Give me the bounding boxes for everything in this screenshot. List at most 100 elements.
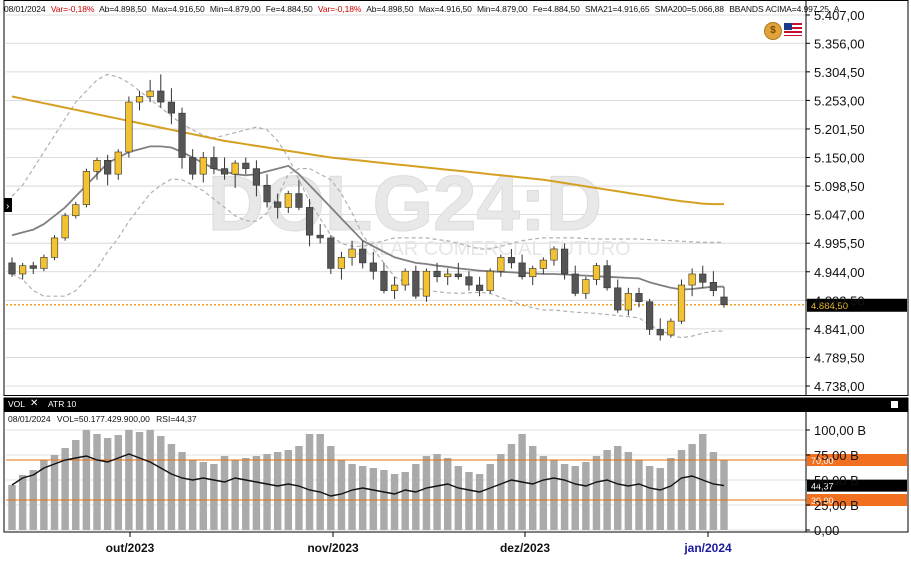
volume-bar xyxy=(582,462,590,530)
volume-bar xyxy=(72,440,80,530)
volume-bar xyxy=(688,444,696,530)
candle-body xyxy=(295,193,303,208)
candle-body xyxy=(359,248,367,264)
candle-body xyxy=(422,270,431,297)
volume-bar xyxy=(167,444,176,530)
us-flag-icon[interactable] xyxy=(784,23,802,36)
tab-atr[interactable]: ATR 10 xyxy=(48,399,77,409)
volume-tick-label: 0,00 xyxy=(814,523,839,538)
lower-panel-border xyxy=(3,397,909,533)
volume-bar xyxy=(358,466,367,530)
volume-bar xyxy=(560,464,569,530)
candle-body xyxy=(465,276,473,286)
candles[interactable] xyxy=(8,74,728,341)
left-expand-icon: › xyxy=(6,201,9,212)
volume-bar xyxy=(220,456,229,530)
volume-bar xyxy=(8,485,16,530)
price-tick-label: 4.995,50 xyxy=(814,236,865,251)
indicator-tab-bar: VOL ✕ ATR 10 xyxy=(4,398,908,412)
price-chart[interactable]: DOLG24:D DOLAR COMERCIAL FUTURO 4.884,50… xyxy=(0,0,911,396)
info-max: Max=4.916,50 xyxy=(151,4,205,14)
volume-bar xyxy=(656,468,664,530)
candle-body xyxy=(720,296,728,306)
volume-bar xyxy=(677,450,686,530)
volume-bar xyxy=(103,438,112,530)
volume-bar xyxy=(720,460,728,530)
time-label: jan/2024 xyxy=(683,541,732,555)
volume-bar xyxy=(125,430,133,530)
volume-bar xyxy=(188,460,197,530)
volume-bar xyxy=(412,464,420,530)
info-sma21: SMA21=4.916,65 xyxy=(584,4,650,14)
candle-body xyxy=(157,90,165,103)
volume-bar xyxy=(114,435,122,530)
volume-bar xyxy=(199,462,208,530)
last-price-box xyxy=(807,298,907,312)
bbands-upper xyxy=(11,73,724,250)
volume-bar xyxy=(284,450,293,530)
volume-bar xyxy=(337,460,346,530)
rsi-lower-label-box xyxy=(807,494,907,506)
candle-body xyxy=(284,193,292,208)
candle-body xyxy=(337,257,346,269)
left-expand-handle[interactable] xyxy=(4,198,12,212)
close-vol-tab-icon[interactable]: ✕ xyxy=(30,398,39,409)
price-tick-label: 5.253,00 xyxy=(814,93,865,108)
time-axis-labels: out/2023 nov/2023 dez/2023 jan/2024 xyxy=(106,532,732,555)
tab-vol[interactable]: VOL xyxy=(8,399,26,409)
volume-tick-label: 50,00 B xyxy=(814,473,859,488)
lower-info-date: 08/01/2024 xyxy=(8,414,51,424)
info-max-2: Max=4.916,50 xyxy=(418,4,472,14)
candle-body xyxy=(390,284,399,291)
candle-body xyxy=(646,301,654,330)
candle-body xyxy=(305,207,314,236)
volume-bar xyxy=(178,452,186,530)
candle-body xyxy=(635,293,643,303)
rsi-value-label: 44,37 xyxy=(811,482,834,492)
candle-body xyxy=(72,204,80,217)
info-bbands-tail: A xyxy=(833,4,840,14)
last-price-line: 4.884,50 xyxy=(6,298,907,312)
volume-bar xyxy=(316,434,324,530)
volume-bar xyxy=(645,466,654,530)
volume-bar xyxy=(40,460,48,530)
candle-body xyxy=(507,257,516,264)
price-axis: 5.407,00 5.356,00 5.304,50 5.253,00 5.201,50… xyxy=(805,0,865,396)
candle-body xyxy=(475,284,484,291)
volume-bar xyxy=(242,458,250,530)
maximize-panel-icon[interactable] xyxy=(891,401,898,408)
ohlc-info-line: 08/01/2024 Var=-0,18% Ab=4.898,50 Max=4.… xyxy=(4,4,842,14)
candle-body xyxy=(82,171,90,205)
price-tick-label: 5.047,00 xyxy=(814,208,865,223)
candle-body xyxy=(688,273,696,286)
volume-bar xyxy=(18,475,27,530)
price-tick-label: 4.841,00 xyxy=(814,322,865,337)
price-tick-label: 4.892,50 xyxy=(814,293,865,308)
volume-bar xyxy=(327,446,335,530)
time-label: out/2023 xyxy=(106,541,155,555)
volume-bar xyxy=(592,456,601,530)
candle-body xyxy=(61,215,69,239)
candle-body xyxy=(199,157,207,175)
dollar-coin-icon[interactable]: $ xyxy=(764,22,782,40)
info-close-2: Fe=4.884,50 xyxy=(532,4,580,14)
candle-body xyxy=(624,293,632,311)
info-date: 08/01/2024 xyxy=(4,4,46,14)
candle-body xyxy=(699,273,707,283)
candle-body xyxy=(433,270,441,278)
volume-bar xyxy=(667,458,675,530)
lower-info-rsi: RSI=44,37 xyxy=(156,414,197,424)
volume-bar xyxy=(61,448,69,530)
candle-body xyxy=(592,265,601,280)
candle-body xyxy=(50,237,59,258)
volume-bar xyxy=(433,454,441,530)
info-min-2: Min=4.879,00 xyxy=(477,4,528,14)
volume-tick-label: 100,00 B xyxy=(814,423,866,438)
price-tick-label: 5.356,00 xyxy=(814,36,865,51)
volume-bar xyxy=(486,464,494,530)
rsi-lower-label: 30,00 xyxy=(811,496,834,506)
volume-bar xyxy=(709,452,718,530)
volume-bar xyxy=(50,455,59,530)
